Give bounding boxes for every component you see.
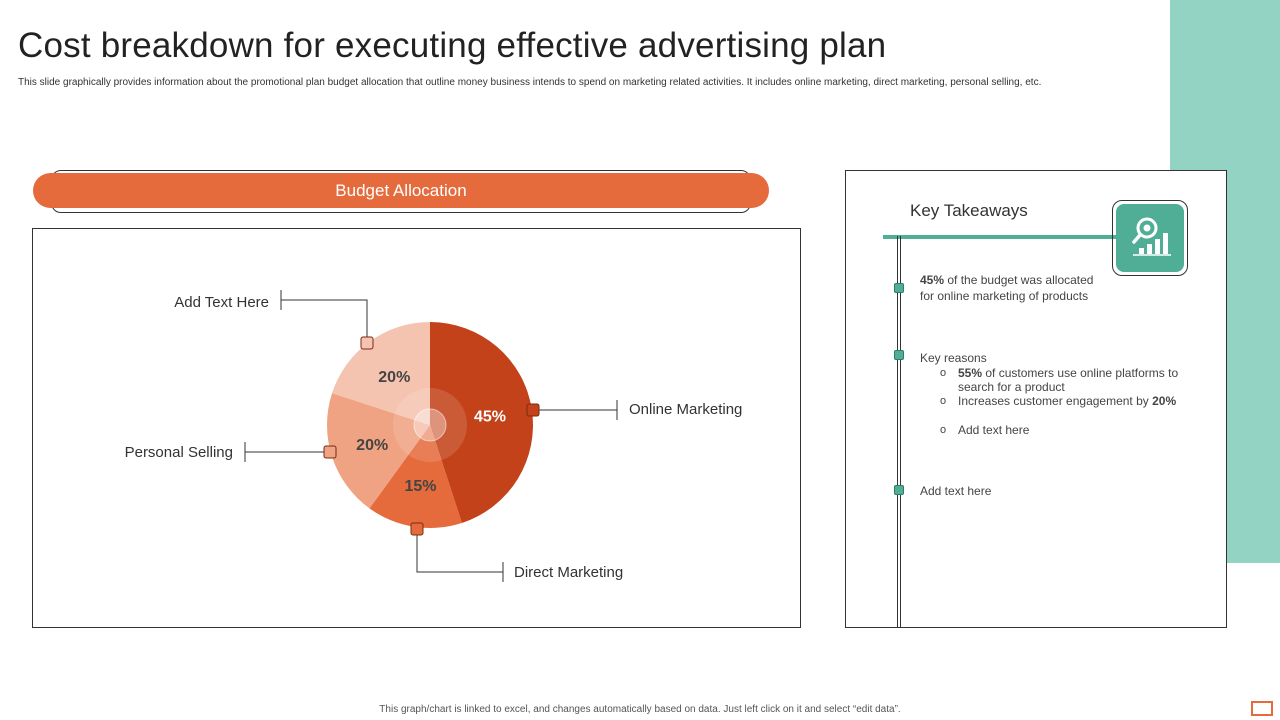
sub-1-value: 55% [958, 366, 983, 380]
bullet-1: o [940, 367, 947, 379]
callout-label-direct-marketing: Direct Marketing [514, 564, 623, 581]
callout-marker-personal-selling [323, 445, 337, 459]
timeline-marker-2 [894, 350, 904, 360]
sub-3-text: Add text here [958, 423, 1030, 437]
takeaway-sub-3: o Add text here [940, 423, 1180, 437]
bullet-3: o [940, 424, 947, 436]
callout-line-add-text-here [281, 299, 368, 343]
footer-note: This graph/chart is linked to excel, and… [379, 704, 901, 715]
callout-marker-online-marketing [526, 403, 540, 417]
pie-slice-online-marketing[interactable] [430, 322, 534, 523]
callout-label-personal-selling: Personal Selling [125, 444, 233, 461]
pie-slice-add-text-here[interactable] [332, 322, 430, 425]
page-title: Cost breakdown for executing effective a… [18, 26, 887, 65]
timeline-line [897, 236, 901, 628]
timeline-marker-3 [894, 485, 904, 495]
pie-center-dot [413, 408, 447, 442]
pie-slice-personal-selling[interactable] [326, 393, 430, 509]
timeline-marker-1 [894, 283, 904, 293]
takeaway-item-2-heading: Key reasons [920, 351, 987, 365]
takeaway-1-text: of the budget was allocated [944, 273, 1094, 287]
pie-chart[interactable]: 45% 15% 20% 20% Online Marketing Direct Mark… [33, 229, 800, 627]
sub-2-text: Increases customer engagement by [958, 394, 1153, 408]
callout-marker-direct-marketing [410, 522, 424, 536]
takeaway-1-line2: for online marketing of products [920, 289, 1089, 303]
callout-label-add-text-here: Add Text Here [174, 294, 269, 311]
pie-pct-label-direct-marketing: 15% [404, 478, 436, 495]
key-takeaways-underline [883, 235, 1117, 239]
takeaway-item-3: Add text here [920, 484, 992, 498]
takeaway-1-value: 45% [920, 273, 945, 287]
corner-marker [1251, 701, 1273, 716]
pie-pct-label-add-text-here: 20% [378, 369, 410, 386]
pie-pct-label-online-marketing: 45% [474, 409, 506, 426]
chart-panel[interactable]: 45% 15% 20% 20% Online Marketing Direct Mark… [32, 228, 801, 628]
pie-pct-label-personal-selling: 20% [356, 437, 388, 454]
takeaway-item-1: 45% of the budget was allocated for onli… [920, 272, 1093, 304]
callout-line-direct-marketing [416, 529, 503, 573]
callout-marker-add-text-here [360, 336, 374, 350]
pie-center-ring [393, 388, 467, 462]
icon-frame [1112, 200, 1188, 276]
key-takeaways-title: Key Takeaways [910, 201, 1028, 220]
sub-2-value: 20% [1152, 394, 1177, 408]
sub-1-text: of customers use online platforms to sea… [958, 366, 1179, 394]
bullet-2: o [940, 395, 947, 407]
callout-label-online-marketing: Online Marketing [629, 401, 742, 418]
pie-slice-direct-marketing[interactable] [369, 425, 462, 529]
page-subtitle: This slide graphically provides informat… [18, 77, 1042, 88]
magnifier-chart-icon [1116, 204, 1184, 272]
takeaway-sub-1: o 55% of customers use online platforms … [940, 366, 1180, 394]
banner-label: Budget Allocation [335, 180, 467, 200]
budget-allocation-banner: Budget Allocation [33, 173, 769, 208]
takeaway-sub-2: o Increases customer engagement by 20% [940, 394, 1180, 408]
